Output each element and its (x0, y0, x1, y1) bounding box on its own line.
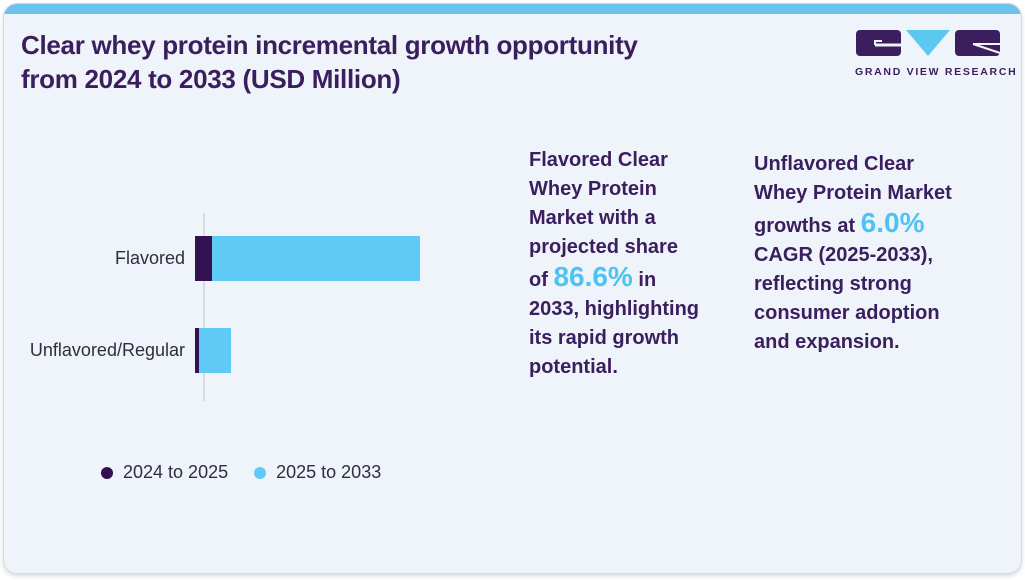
legend-label: 2025 to 2033 (276, 462, 382, 482)
category-label-unflavored: Unflavored/Regular (29, 340, 185, 360)
callout-text: Flavored Clear Whey Protein Market with … (529, 149, 678, 291)
bar-segment-2025-to-2033 (212, 236, 420, 281)
legend-item: 2024 to 2025 (101, 462, 228, 483)
infographic-card: Clear whey protein incremental growth op… (3, 3, 1022, 574)
bar-track-flavored (195, 236, 420, 281)
bar-track-unflavored (195, 328, 231, 373)
legend-dot-icon (254, 466, 267, 479)
callout-text: CAGR (2025-2033), reflecting strong cons… (754, 244, 940, 353)
legend-dot-icon (101, 466, 113, 479)
accent-stat: 6.0% (860, 207, 925, 238)
page-title: Clear whey protein incremental growth op… (21, 28, 801, 96)
top-accent-bar (4, 4, 1021, 14)
bar-segment-2025-to-2033 (199, 328, 231, 373)
callout-text: Unflavored Clear Whey Protein Market gro… (754, 153, 952, 237)
y-axis-line (203, 213, 205, 401)
accent-stat: 86.6% (553, 261, 633, 292)
category-label-flavored: Flavored (114, 248, 185, 268)
callout-unflavored: Unflavored Clear Whey Protein Market gro… (754, 150, 954, 357)
bar-segment-2024-to-2025 (195, 236, 212, 281)
gvr-logo-icon (856, 30, 1001, 56)
page-title-line-1: Clear whey protein incremental growth op… (21, 30, 638, 60)
bar-row-flavored: Flavored (4, 236, 420, 281)
callout-text: in 2033, highlighting its rapid growth p… (529, 269, 700, 378)
page-title-line-2: from 2024 to 2033 (USD Million) (21, 64, 401, 94)
legend-item: 2025 to 2033 (254, 462, 381, 483)
bar-row-unflavored: Unflavored/Regular (4, 328, 231, 373)
callout-flavored: Flavored Clear Whey Protein Market with … (529, 146, 701, 382)
bar-segment-2024-to-2025 (195, 328, 199, 373)
chart-legend: 2024 to 2025 2025 to 2033 (101, 462, 381, 483)
legend-label: 2024 to 2025 (123, 462, 229, 482)
brand-logo: GRAND VIEW RESEARCH (855, 30, 1018, 78)
brand-name: GRAND VIEW RESEARCH (855, 66, 1018, 78)
